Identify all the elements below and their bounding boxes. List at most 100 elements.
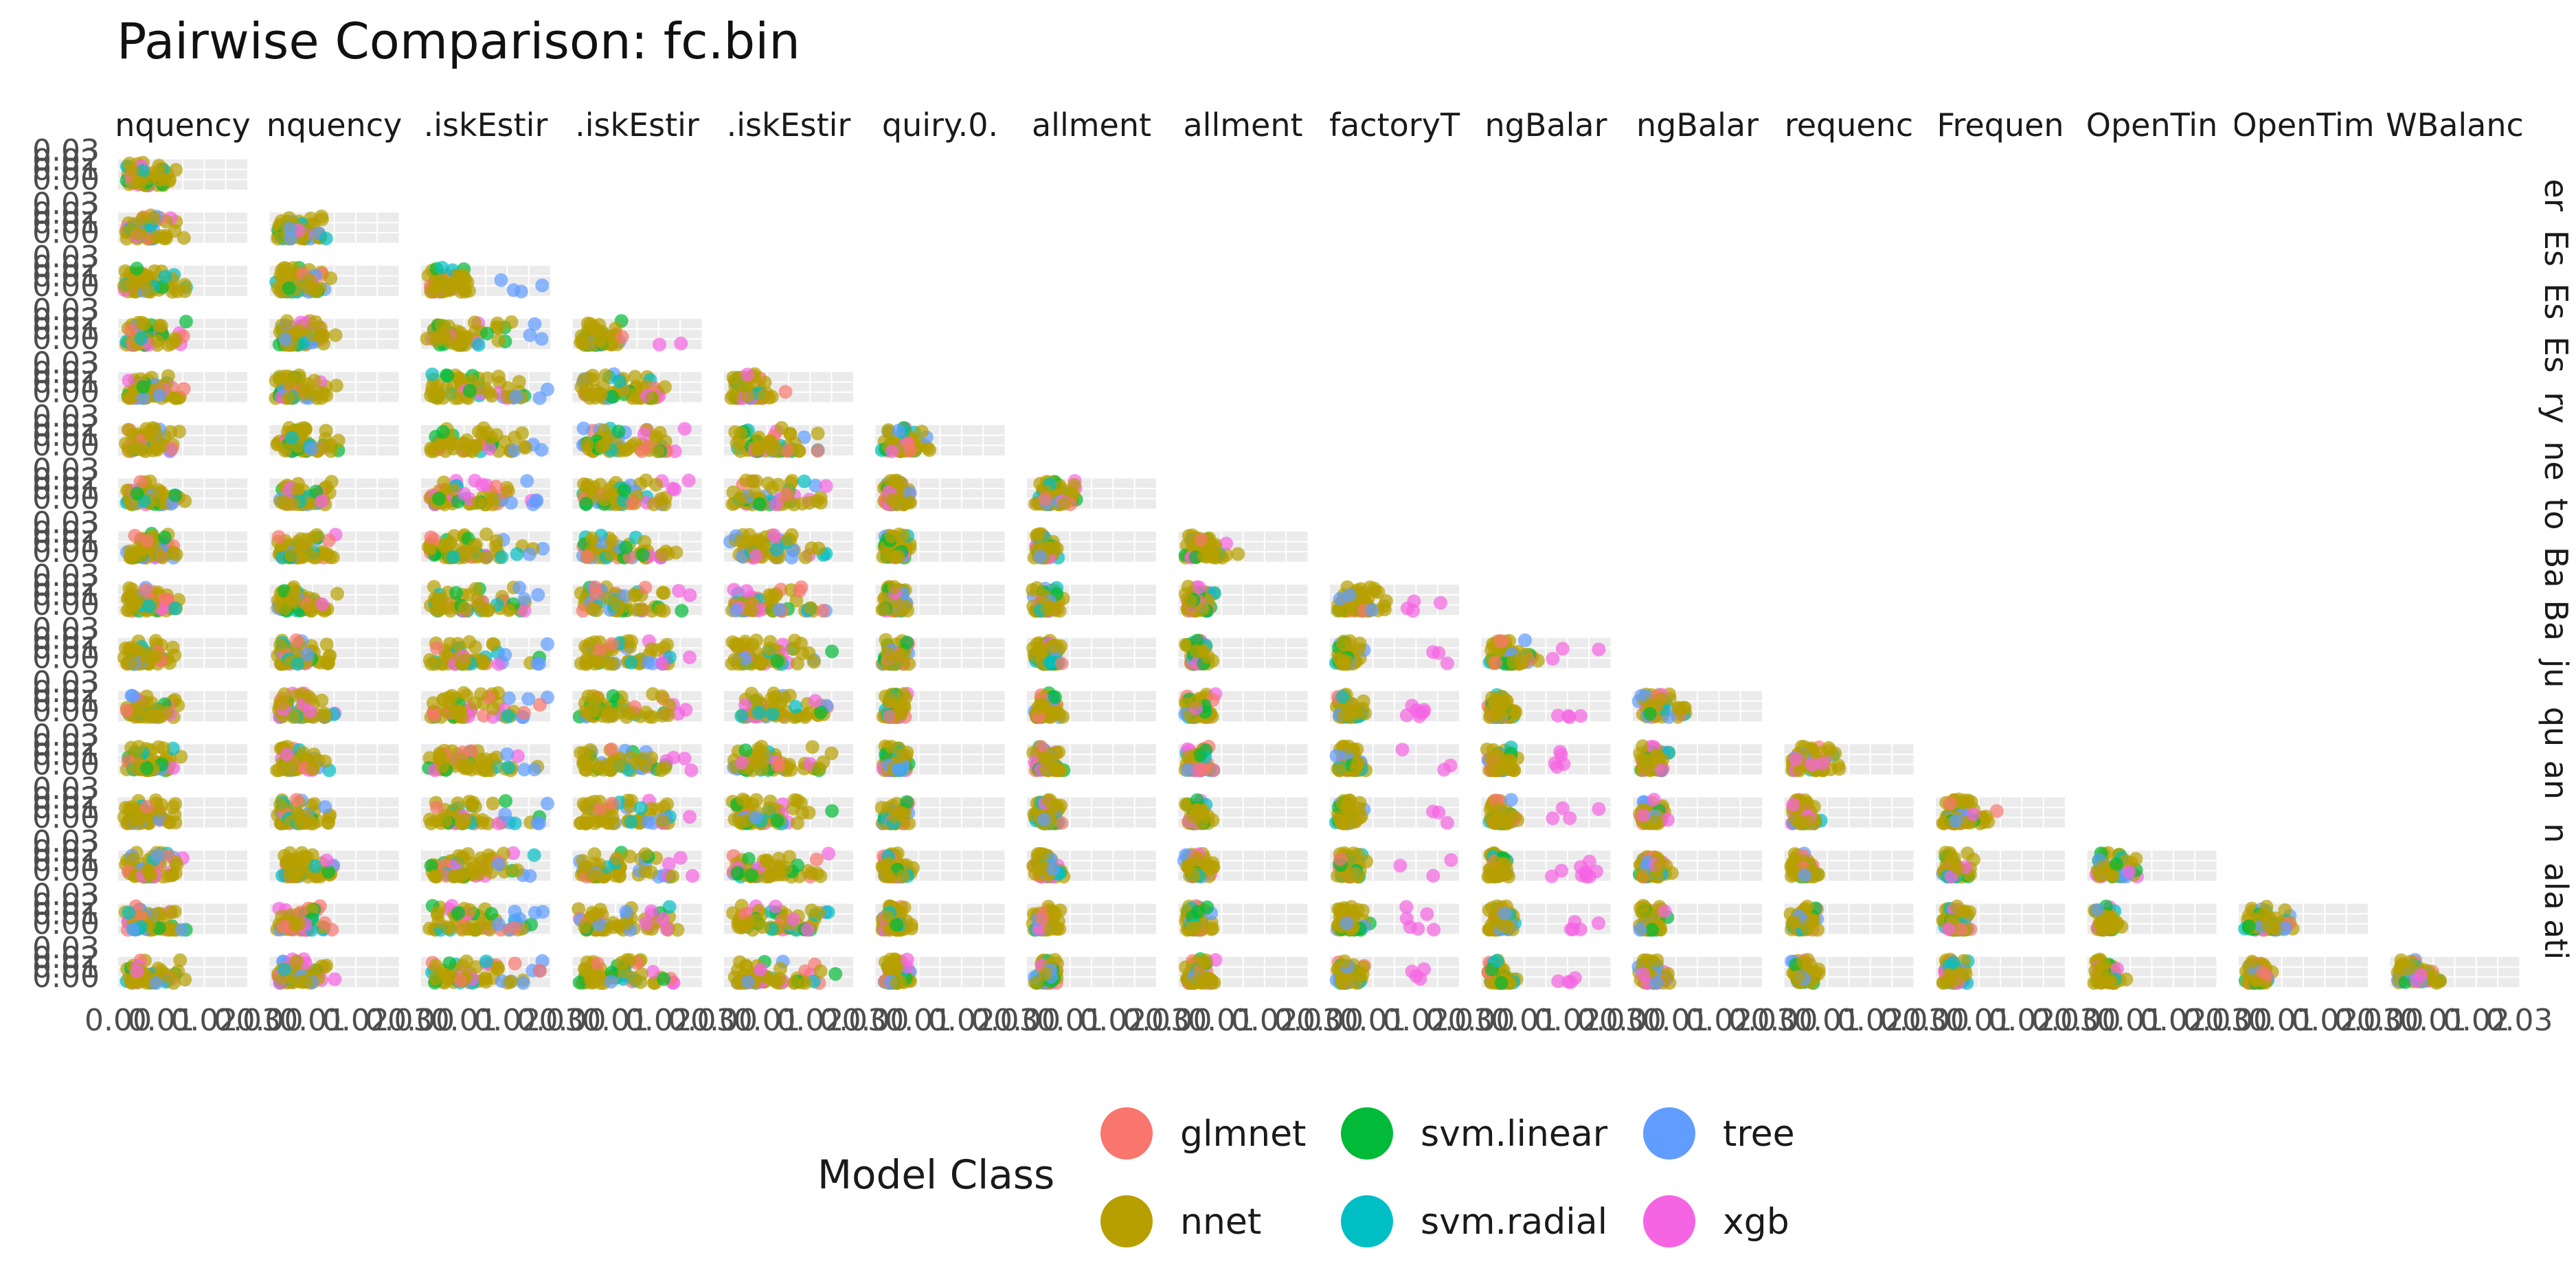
- data-point: [449, 586, 463, 600]
- row-label: ala: [2538, 863, 2575, 910]
- column-label: requenc: [1785, 106, 1913, 144]
- data-point: [637, 534, 652, 549]
- data-point: [512, 374, 526, 389]
- data-point: [883, 547, 897, 562]
- data-point: [179, 315, 193, 329]
- facet-panel: [117, 633, 247, 671]
- facet-panel: [572, 742, 702, 778]
- data-point: [168, 488, 183, 503]
- data-point: [475, 653, 490, 668]
- facet-panel: [420, 315, 550, 352]
- data-point: [315, 495, 328, 508]
- data-point: [628, 370, 642, 384]
- data-point: [580, 438, 594, 452]
- data-point: [638, 759, 653, 773]
- data-point: [902, 657, 916, 671]
- data-point: [480, 425, 495, 440]
- data-point: [808, 694, 822, 708]
- facet-panel: [118, 580, 247, 618]
- data-point: [124, 323, 138, 337]
- data-point: [128, 528, 142, 543]
- data-point: [307, 374, 321, 388]
- data-point: [762, 642, 776, 656]
- data-point: [578, 756, 592, 771]
- data-point: [427, 708, 441, 723]
- facet-panel: [1026, 580, 1156, 618]
- data-point: [534, 332, 549, 346]
- data-point: [152, 167, 167, 181]
- data-point: [119, 225, 133, 239]
- data-point: [1048, 690, 1062, 704]
- data-point: [677, 752, 692, 766]
- row-label: n: [2538, 823, 2575, 843]
- data-point: [646, 391, 660, 405]
- facet-panel: [421, 473, 550, 512]
- data-point: [534, 442, 549, 457]
- data-point: [1030, 528, 1044, 543]
- data-point: [891, 424, 905, 438]
- data-point: [523, 328, 537, 342]
- data-point: [901, 436, 915, 451]
- data-point: [738, 743, 753, 758]
- data-point: [751, 442, 765, 457]
- data-point: [464, 744, 479, 758]
- row-label: Ba: [2538, 547, 2575, 588]
- data-point: [765, 481, 780, 495]
- facet-panel: [572, 367, 702, 405]
- data-point: [273, 370, 286, 384]
- data-point: [531, 588, 545, 602]
- facet-panel: [724, 633, 853, 671]
- data-point: [283, 222, 297, 236]
- data-point: [1231, 547, 1245, 561]
- data-point: [430, 592, 444, 607]
- data-point: [289, 633, 304, 647]
- data-point: [646, 497, 661, 512]
- data-point: [1331, 604, 1345, 618]
- data-point: [426, 696, 440, 710]
- data-point: [757, 747, 771, 762]
- data-point: [877, 602, 891, 617]
- row-label: ry: [2538, 392, 2575, 424]
- data-point: [522, 547, 536, 561]
- facet-panel: [118, 526, 247, 565]
- facet-panel: [118, 421, 247, 458]
- data-point: [135, 211, 150, 225]
- data-point: [1342, 709, 1357, 723]
- data-point: [501, 709, 515, 723]
- data-point: [581, 689, 596, 703]
- data-point: [1188, 694, 1202, 709]
- data-point: [612, 374, 626, 389]
- data-point: [457, 486, 471, 501]
- data-point: [772, 602, 787, 617]
- column-label: allment: [1183, 106, 1302, 144]
- facet-panel: [724, 367, 853, 405]
- data-point: [784, 550, 799, 565]
- data-point: [765, 707, 780, 721]
- data-point: [756, 389, 771, 403]
- facet-panel: [118, 740, 247, 778]
- data-point: [649, 429, 664, 444]
- data-point: [819, 479, 833, 493]
- data-point: [804, 601, 818, 615]
- data-point: [328, 328, 343, 342]
- data-point: [657, 380, 672, 394]
- data-point: [677, 422, 692, 436]
- facet-panel: [421, 580, 550, 618]
- data-point: [329, 379, 343, 393]
- data-point: [169, 163, 183, 177]
- column-label: factoryT: [1329, 106, 1460, 144]
- data-point: [577, 372, 591, 387]
- column-label: nquency: [267, 106, 402, 144]
- data-point: [802, 496, 816, 510]
- facet-panel: [269, 314, 399, 352]
- data-point: [489, 479, 504, 494]
- column-label: WBalanc: [2386, 106, 2524, 144]
- data-point: [515, 426, 530, 440]
- data-point: [580, 642, 595, 656]
- data-point: [528, 317, 542, 331]
- data-point: [1489, 656, 1503, 670]
- data-point: [1038, 492, 1052, 506]
- data-point: [270, 763, 284, 778]
- data-point: [436, 425, 450, 439]
- column-label: .iskEstir: [424, 106, 548, 144]
